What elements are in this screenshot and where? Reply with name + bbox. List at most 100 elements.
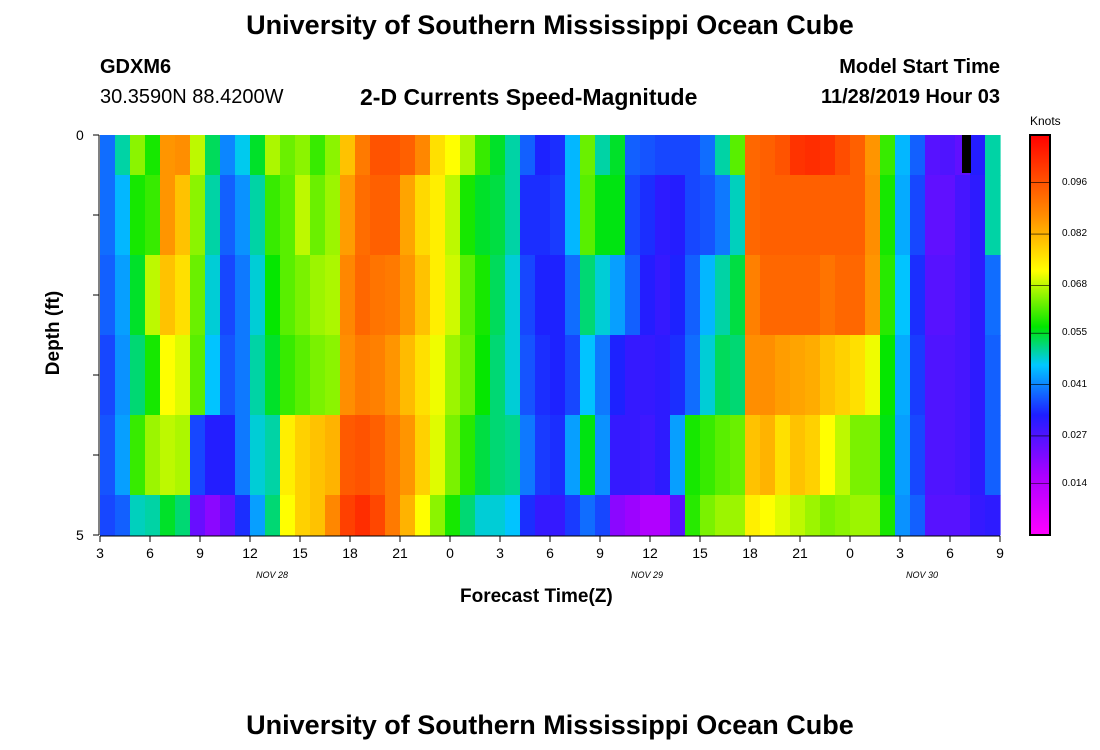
heatmap-cell: [250, 495, 266, 536]
heatmap-cell: [580, 175, 596, 256]
heatmap-cell: [220, 495, 236, 536]
heatmap-cell: [775, 255, 791, 336]
heatmap-cell: [895, 255, 911, 336]
heatmap-cell: [265, 415, 281, 496]
heatmap-cell: [490, 135, 506, 176]
heatmap-cell: [625, 335, 641, 416]
heatmap-cell: [550, 175, 566, 256]
heatmap-cell: [895, 335, 911, 416]
x-tick-label: 9: [596, 545, 604, 561]
heatmap-cell: [400, 135, 416, 176]
page-title-bottom: University of Southern Mississippi Ocean…: [246, 710, 854, 740]
heatmap-cell: [700, 175, 716, 256]
heatmap-cell: [895, 175, 911, 256]
heatmap-cell: [430, 135, 446, 176]
heatmap-cell: [145, 175, 161, 256]
heatmap-cell: [295, 175, 311, 256]
axes: [93, 134, 1001, 542]
heatmap-cell: [625, 495, 641, 536]
heatmap-cell: [745, 175, 761, 256]
heatmap-cell: [685, 335, 701, 416]
heatmap-cell: [250, 415, 266, 496]
heatmap-cell: [685, 415, 701, 496]
heatmap-cell: [325, 255, 341, 336]
heatmap-cell: [115, 175, 131, 256]
heatmap-cell: [565, 335, 581, 416]
heatmap-cell: [985, 255, 1001, 336]
heatmap-cell: [475, 255, 491, 336]
date-label-nov-28: NOV 28: [256, 570, 289, 580]
heatmap-cell: [490, 335, 506, 416]
heatmap-cell: [220, 335, 236, 416]
heatmap-cell: [970, 135, 986, 176]
heatmap-cell: [775, 495, 791, 536]
heatmap-cell: [790, 495, 806, 536]
x-tick-label: 3: [496, 545, 504, 561]
heatmap-cell: [445, 335, 461, 416]
heatmap-cell: [220, 255, 236, 336]
heatmap-cell: [415, 135, 431, 176]
x-tick-label: 12: [242, 545, 258, 561]
heatmap-cell: [550, 335, 566, 416]
heatmap-cell: [910, 175, 926, 256]
heatmap-cell: [745, 255, 761, 336]
heatmap-cell: [370, 135, 386, 176]
heatmap-cell: [160, 175, 176, 256]
heatmap-cell: [730, 135, 746, 176]
heatmap-cell: [160, 415, 176, 496]
heatmap-cell: [115, 495, 131, 536]
heatmap-cell: [895, 495, 911, 536]
heatmap-cell: [895, 415, 911, 496]
heatmap-cell: [865, 255, 881, 336]
heatmap-cell: [460, 495, 476, 536]
heatmap-cell: [325, 335, 341, 416]
heatmap-cell: [670, 495, 686, 536]
heatmap-cell: [730, 335, 746, 416]
heatmap-cell: [835, 255, 851, 336]
heatmap-cell: [790, 175, 806, 256]
heatmap-cell: [625, 175, 641, 256]
heatmap-cell: [475, 495, 491, 536]
heatmap-cell: [850, 135, 866, 176]
heatmap-cell: [130, 175, 146, 256]
heatmap-cell: [130, 335, 146, 416]
heatmap-cell: [565, 255, 581, 336]
heatmap-cell: [925, 335, 941, 416]
heatmap-cell: [595, 415, 611, 496]
heatmap-cell: [850, 415, 866, 496]
heatmap-cell: [835, 415, 851, 496]
heatmap-cell: [820, 495, 836, 536]
heatmap-cell: [580, 495, 596, 536]
heatmap-cell: [940, 135, 956, 176]
heatmap-cell: [970, 495, 986, 536]
heatmap-cell: [790, 255, 806, 336]
heatmap-cell: [670, 175, 686, 256]
heatmap-cell: [535, 255, 551, 336]
heatmap-cell: [730, 175, 746, 256]
heatmap-cell: [715, 415, 731, 496]
heatmap-cell: [535, 335, 551, 416]
colorbar-tick-label: 0.055: [1062, 327, 1088, 339]
heatmap-cell: [805, 495, 821, 536]
heatmap-cell: [355, 415, 371, 496]
heatmap-cell: [625, 135, 641, 176]
heatmap-cell: [595, 175, 611, 256]
heatmap-cell: [130, 135, 146, 176]
heatmap-cell: [175, 415, 191, 496]
heatmap-cell: [610, 495, 626, 536]
heatmap-cell: [370, 175, 386, 256]
heatmap-cell: [775, 415, 791, 496]
heatmap-cell: [520, 255, 536, 336]
heatmap-cell: [505, 175, 521, 256]
heatmap-cell: [640, 175, 656, 256]
heatmap-cell: [520, 495, 536, 536]
heatmap-cell: [625, 255, 641, 336]
heatmap-cell: [535, 175, 551, 256]
heatmap-cell: [655, 135, 671, 176]
heatmap-cell: [265, 335, 281, 416]
heatmap-cell: [835, 335, 851, 416]
heatmap-cell: [295, 255, 311, 336]
heatmap-cell: [760, 135, 776, 176]
heatmap-cell: [970, 255, 986, 336]
heatmap-cell: [655, 335, 671, 416]
